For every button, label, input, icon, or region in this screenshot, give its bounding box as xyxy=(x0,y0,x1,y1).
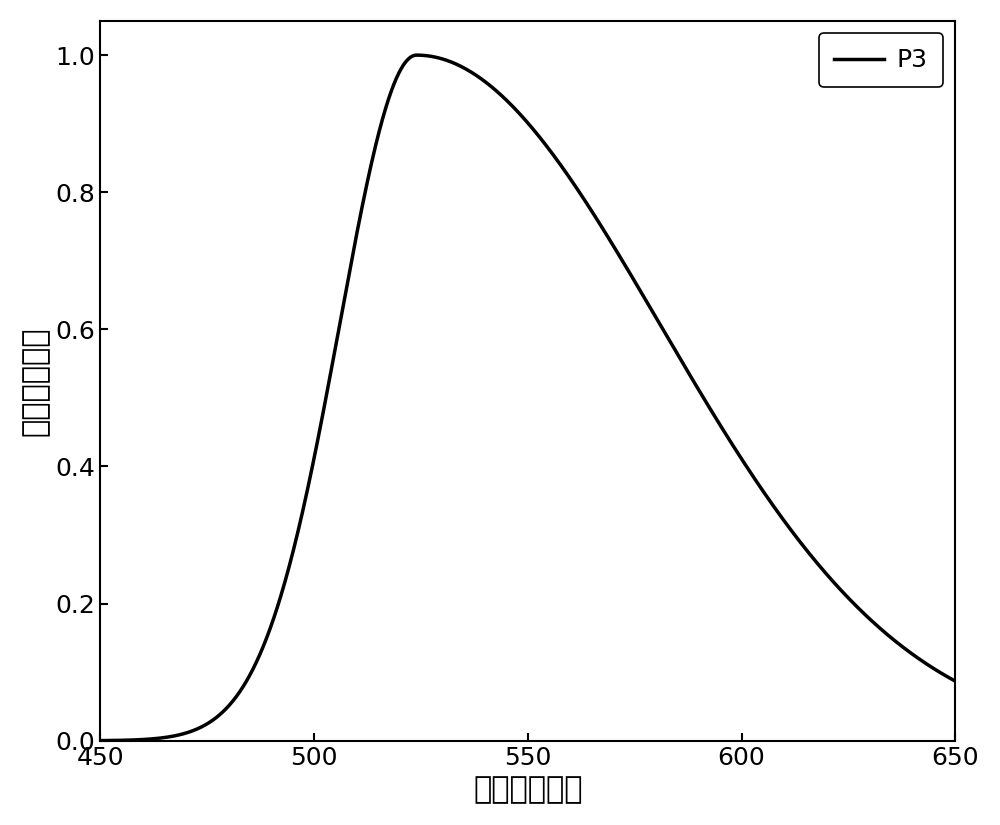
Y-axis label: 相对发射强度: 相对发射强度 xyxy=(21,326,50,436)
P3 xyxy=(94,736,106,746)
P3 xyxy=(682,367,694,377)
Legend: P3: P3 xyxy=(819,33,943,87)
P3 xyxy=(949,676,961,686)
P3 xyxy=(777,515,789,525)
P3 xyxy=(411,50,423,60)
P3 xyxy=(472,72,484,82)
Line: P3: P3 xyxy=(100,55,955,741)
P3 xyxy=(762,493,774,503)
P3 xyxy=(181,728,193,738)
X-axis label: 波长（纳米）: 波长（纳米） xyxy=(473,776,582,804)
P3 xyxy=(441,55,453,65)
